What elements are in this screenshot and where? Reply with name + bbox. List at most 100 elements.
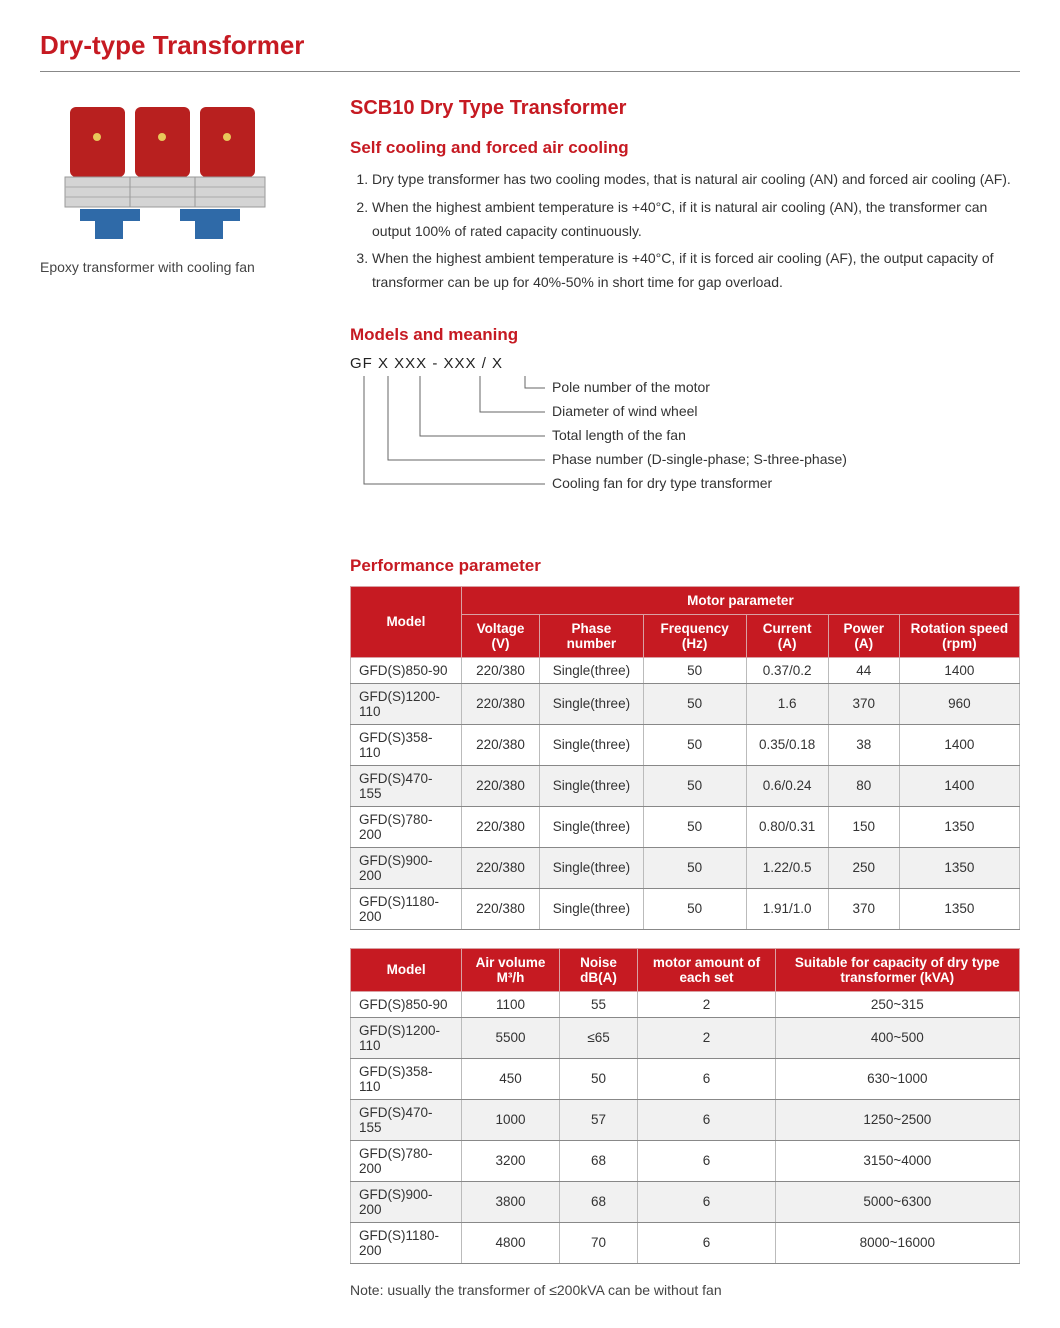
table-cell: 1400 [899, 765, 1019, 806]
model-label: Cooling fan for dry type transformer [552, 475, 772, 491]
table-cell: 50 [643, 657, 746, 683]
table-cell: 3200 [462, 1140, 559, 1181]
table-cell: 1350 [899, 847, 1019, 888]
table-cell: Single(three) [540, 888, 644, 929]
table-cell: 220/380 [461, 888, 539, 929]
page-title: Dry-type Transformer [40, 30, 1020, 61]
table-cell: 220/380 [461, 765, 539, 806]
title-rule [40, 71, 1020, 72]
table-cell: Single(three) [540, 765, 644, 806]
table-cell: GFD(S)850-90 [351, 657, 462, 683]
table-cell: 2 [638, 991, 775, 1017]
th: Frequency (Hz) [643, 614, 746, 657]
model-label: Total length of the fan [552, 427, 686, 443]
table-cell: Single(three) [540, 847, 644, 888]
table-note: Note: usually the transformer of ≤200kVA… [350, 1282, 1020, 1298]
table-cell: 960 [899, 683, 1019, 724]
table-cell: 6 [638, 1058, 775, 1099]
table-cell: GFD(S)358-110 [351, 1058, 462, 1099]
table-cell: 1000 [462, 1099, 559, 1140]
cooling-item: When the highest ambient temperature is … [372, 196, 1020, 244]
model-label: Phase number (D-single-phase; S-three-ph… [552, 451, 847, 467]
th: Noise dB(A) [559, 948, 638, 991]
table-row: GFD(S)358-110450506630~1000 [351, 1058, 1020, 1099]
two-column-layout: Epoxy transformer with cooling fan SCB10… [40, 97, 1020, 1298]
table-cell: 50 [643, 888, 746, 929]
table-cell: 4800 [462, 1222, 559, 1263]
th: Air volume M³/h [462, 948, 559, 991]
table-cell: 50 [643, 765, 746, 806]
table-cell: 38 [828, 724, 899, 765]
table-cell: Single(three) [540, 806, 644, 847]
table-cell: 370 [828, 888, 899, 929]
table-cell: 150 [828, 806, 899, 847]
table-cell: 6 [638, 1140, 775, 1181]
table-cell: GFD(S)470-155 [351, 1099, 462, 1140]
th-model: Model [351, 586, 462, 657]
table-cell: GFD(S)470-155 [351, 765, 462, 806]
table-cell: 70 [559, 1222, 638, 1263]
table-cell: GFD(S)358-110 [351, 724, 462, 765]
table-row: GFD(S)850-90220/380Single(three)500.37/0… [351, 657, 1020, 683]
table-row: GFD(S)850-901100552250~315 [351, 991, 1020, 1017]
performance-table-1: Model Motor parameter Voltage (V) Phase … [350, 586, 1020, 930]
perf-heading: Performance parameter [350, 556, 1020, 576]
th: motor amount of each set [638, 948, 775, 991]
table-row: GFD(S)1180-200220/380Single(three)501.91… [351, 888, 1020, 929]
th: Rotation speed (rpm) [899, 614, 1019, 657]
model-label: Pole number of the motor [552, 379, 710, 395]
right-column: SCB10 Dry Type Transformer Self cooling … [350, 97, 1020, 1298]
th: Power (A) [828, 614, 899, 657]
table-cell: Single(three) [540, 657, 644, 683]
cooling-item: Dry type transformer has two cooling mod… [372, 168, 1020, 192]
table-cell: 1250~2500 [775, 1099, 1019, 1140]
table-cell: 5500 [462, 1017, 559, 1058]
table-row: GFD(S)470-155220/380Single(three)500.6/0… [351, 765, 1020, 806]
table-cell: 1.6 [746, 683, 828, 724]
table-cell: 55 [559, 991, 638, 1017]
table-cell: 370 [828, 683, 899, 724]
table-cell: 0.80/0.31 [746, 806, 828, 847]
table-cell: 250~315 [775, 991, 1019, 1017]
table-row: GFD(S)780-200220/380Single(three)500.80/… [351, 806, 1020, 847]
th: Model [351, 948, 462, 991]
th: Suitable for capacity of dry type transf… [775, 948, 1019, 991]
table-cell: Single(three) [540, 724, 644, 765]
table-cell: 0.35/0.18 [746, 724, 828, 765]
table-cell: 220/380 [461, 683, 539, 724]
table-row: GFD(S)358-110220/380Single(three)500.35/… [351, 724, 1020, 765]
table-cell: 400~500 [775, 1017, 1019, 1058]
th: Current (A) [746, 614, 828, 657]
table-cell: GFD(S)900-200 [351, 847, 462, 888]
table-cell: 220/380 [461, 724, 539, 765]
table-cell: 50 [643, 683, 746, 724]
table-cell: GFD(S)1200-110 [351, 1017, 462, 1058]
table-cell: GFD(S)1180-200 [351, 1222, 462, 1263]
table-cell: 68 [559, 1140, 638, 1181]
table-cell: 220/380 [461, 657, 539, 683]
table-cell: 68 [559, 1181, 638, 1222]
table-cell: 1100 [462, 991, 559, 1017]
table-cell: 6 [638, 1222, 775, 1263]
cooling-list: Dry type transformer has two cooling mod… [350, 168, 1020, 295]
cooling-item: When the highest ambient temperature is … [372, 247, 1020, 295]
table-cell: GFD(S)900-200 [351, 1181, 462, 1222]
table-cell: 5000~6300 [775, 1181, 1019, 1222]
table-cell: 6 [638, 1181, 775, 1222]
models-heading: Models and meaning [350, 325, 1020, 345]
table-cell: 1350 [899, 888, 1019, 929]
table-row: GFD(S)900-20038006865000~6300 [351, 1181, 1020, 1222]
table-row: GFD(S)900-200220/380Single(three)501.22/… [351, 847, 1020, 888]
cooling-heading: Self cooling and forced air cooling [350, 138, 1020, 158]
th-motor-group: Motor parameter [461, 586, 1019, 614]
left-column: Epoxy transformer with cooling fan [40, 97, 320, 1298]
table-row: GFD(S)470-15510005761250~2500 [351, 1099, 1020, 1140]
table-cell: 50 [643, 847, 746, 888]
model-diagram: Pole number of the motor Diameter of win… [350, 376, 910, 536]
table-row: GFD(S)1200-1105500≤652400~500 [351, 1017, 1020, 1058]
table-cell: Single(three) [540, 683, 644, 724]
table-cell: 8000~16000 [775, 1222, 1019, 1263]
table-cell: 50 [559, 1058, 638, 1099]
table-cell: 1400 [899, 724, 1019, 765]
table-cell: 0.6/0.24 [746, 765, 828, 806]
